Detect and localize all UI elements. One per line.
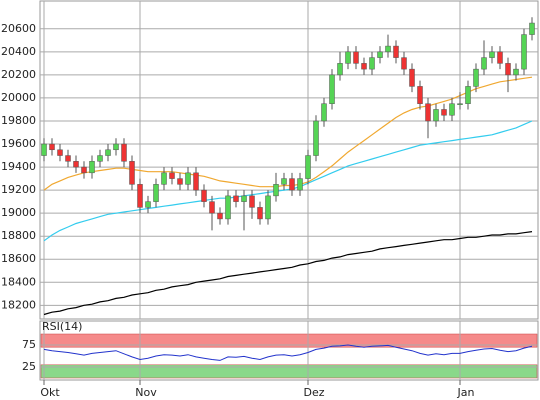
- candle-body: [337, 63, 343, 76]
- candle-body: [81, 166, 87, 174]
- y-tick-label: 18400: [1, 275, 36, 288]
- candle-body: [65, 155, 71, 162]
- candle-body: [417, 86, 423, 104]
- candle-body: [41, 143, 47, 156]
- candle-body: [361, 63, 367, 70]
- candle-body: [313, 120, 319, 156]
- candle-body: [225, 195, 231, 220]
- candle-body: [401, 57, 407, 70]
- x-tick-label: Jan: [457, 386, 475, 399]
- y-tick-label: 20600: [1, 22, 36, 35]
- candle-body: [385, 45, 391, 53]
- candle-body: [129, 161, 135, 185]
- moving-average: [43, 120, 533, 242]
- candle-body: [233, 195, 239, 202]
- rsi-band: [40, 333, 538, 348]
- y-tick-label: 20200: [1, 68, 36, 81]
- x-tick-label: Dez: [303, 386, 324, 399]
- y-tick-label: 19000: [1, 206, 36, 219]
- candle-body: [369, 57, 375, 70]
- candle-body: [153, 184, 159, 202]
- candle-body: [441, 109, 447, 116]
- y-tick-label: 18800: [1, 229, 36, 242]
- candle-body: [353, 51, 359, 64]
- rsi-band: [40, 364, 538, 379]
- plot-area: [39, 0, 539, 320]
- candle-body: [241, 195, 247, 202]
- candle-body: [409, 68, 415, 87]
- candle-body: [521, 34, 527, 70]
- candle-body: [529, 22, 535, 35]
- candle-body: [465, 86, 471, 104]
- candle-body: [473, 68, 479, 87]
- candle-body: [97, 155, 103, 162]
- candle-body: [177, 178, 183, 185]
- candle-body: [209, 201, 215, 214]
- candle-body: [257, 207, 263, 220]
- candle-body: [57, 149, 63, 156]
- candle-body: [345, 51, 351, 64]
- candle-body: [145, 201, 151, 208]
- candle-body: [169, 172, 175, 179]
- candle-body: [273, 184, 279, 197]
- candle-body: [185, 172, 191, 185]
- candle-body: [137, 184, 143, 208]
- candle-body: [249, 195, 255, 208]
- y-tick-label: 19600: [1, 137, 36, 150]
- candle-body: [393, 45, 399, 58]
- moving-average: [43, 76, 533, 191]
- candle-body: [265, 195, 271, 220]
- moving-average: [43, 231, 533, 316]
- candle-body: [89, 161, 95, 174]
- candle-body: [217, 212, 223, 220]
- candle-body: [481, 57, 487, 70]
- candle-body: [489, 51, 495, 58]
- candle-body: [497, 51, 503, 64]
- y-tick-label: 19800: [1, 114, 36, 127]
- y-tick-label: 25: [22, 360, 36, 373]
- candle-body: [161, 172, 167, 185]
- candle-body: [201, 189, 207, 202]
- x-tick-label: Okt: [40, 386, 60, 399]
- candle-body: [121, 143, 127, 162]
- candle-body: [425, 103, 431, 122]
- y-tick-label: 18600: [1, 252, 36, 265]
- rsi-title: RSI(14): [42, 320, 82, 333]
- candle-body: [377, 51, 383, 58]
- y-tick-label: 19400: [1, 160, 36, 173]
- candle-body: [113, 143, 119, 151]
- x-tick-label: Nov: [135, 386, 157, 399]
- candle-body: [449, 103, 455, 116]
- candle-body: [281, 178, 287, 185]
- y-tick-label: 18200: [1, 298, 36, 311]
- candle-body: [321, 103, 327, 122]
- candle-body: [73, 161, 79, 168]
- candle-body: [513, 68, 519, 76]
- candle-body: [457, 103, 463, 105]
- candle-body: [329, 74, 335, 104]
- rsi-line: [43, 344, 533, 361]
- candle-body: [105, 149, 111, 156]
- candle-body: [505, 63, 511, 76]
- y-tick-label: 20400: [1, 45, 36, 58]
- candle-body: [433, 109, 439, 122]
- y-tick-label: 20000: [1, 91, 36, 104]
- candle-body: [49, 143, 55, 151]
- candle-body: [305, 155, 311, 179]
- y-tick-label: 19200: [1, 183, 36, 196]
- candle-body: [289, 178, 295, 191]
- candle-body: [193, 172, 199, 191]
- candle-body: [297, 178, 303, 191]
- y-tick-label: 75: [22, 338, 36, 351]
